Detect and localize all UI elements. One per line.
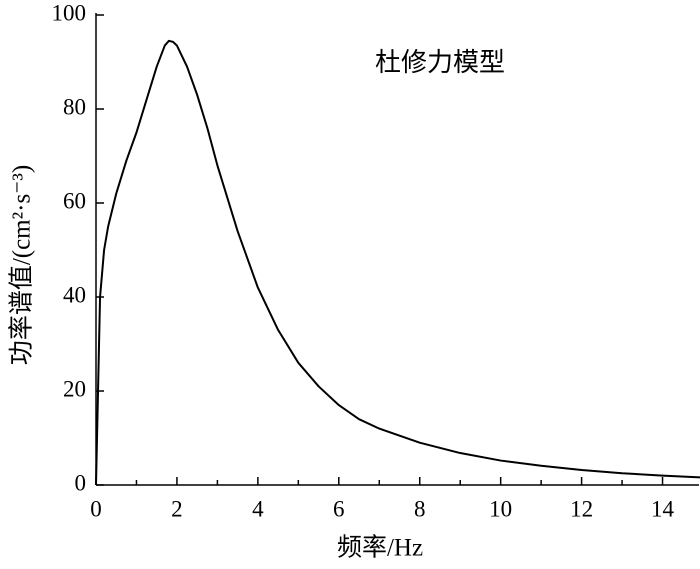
x-tick-label: 8 <box>414 496 426 521</box>
y-axis-label: 功率谱值/(cm²·s⁻³) <box>8 165 36 365</box>
x-tick-label: 2 <box>171 496 183 521</box>
annotation: 杜修力模型 <box>375 48 505 77</box>
y-tick-label: 40 <box>63 282 86 307</box>
x-tick-label: 10 <box>489 496 512 521</box>
y-tick-label: 60 <box>63 188 86 213</box>
y-tick-label: 80 <box>63 94 86 119</box>
x-tick-label: 0 <box>90 496 102 521</box>
x-tick-label: 6 <box>333 496 345 521</box>
x-tick-label: 12 <box>570 496 593 521</box>
y-tick-label: 20 <box>63 376 86 401</box>
y-tick-label: 0 <box>75 470 87 495</box>
x-tick-label: 14 <box>651 496 675 521</box>
line-series <box>95 39 700 486</box>
x-axis-label: 频率/Hz <box>337 534 423 562</box>
x-tick-label: 4 <box>252 496 264 521</box>
y-tick-label: 100 <box>52 0 87 25</box>
